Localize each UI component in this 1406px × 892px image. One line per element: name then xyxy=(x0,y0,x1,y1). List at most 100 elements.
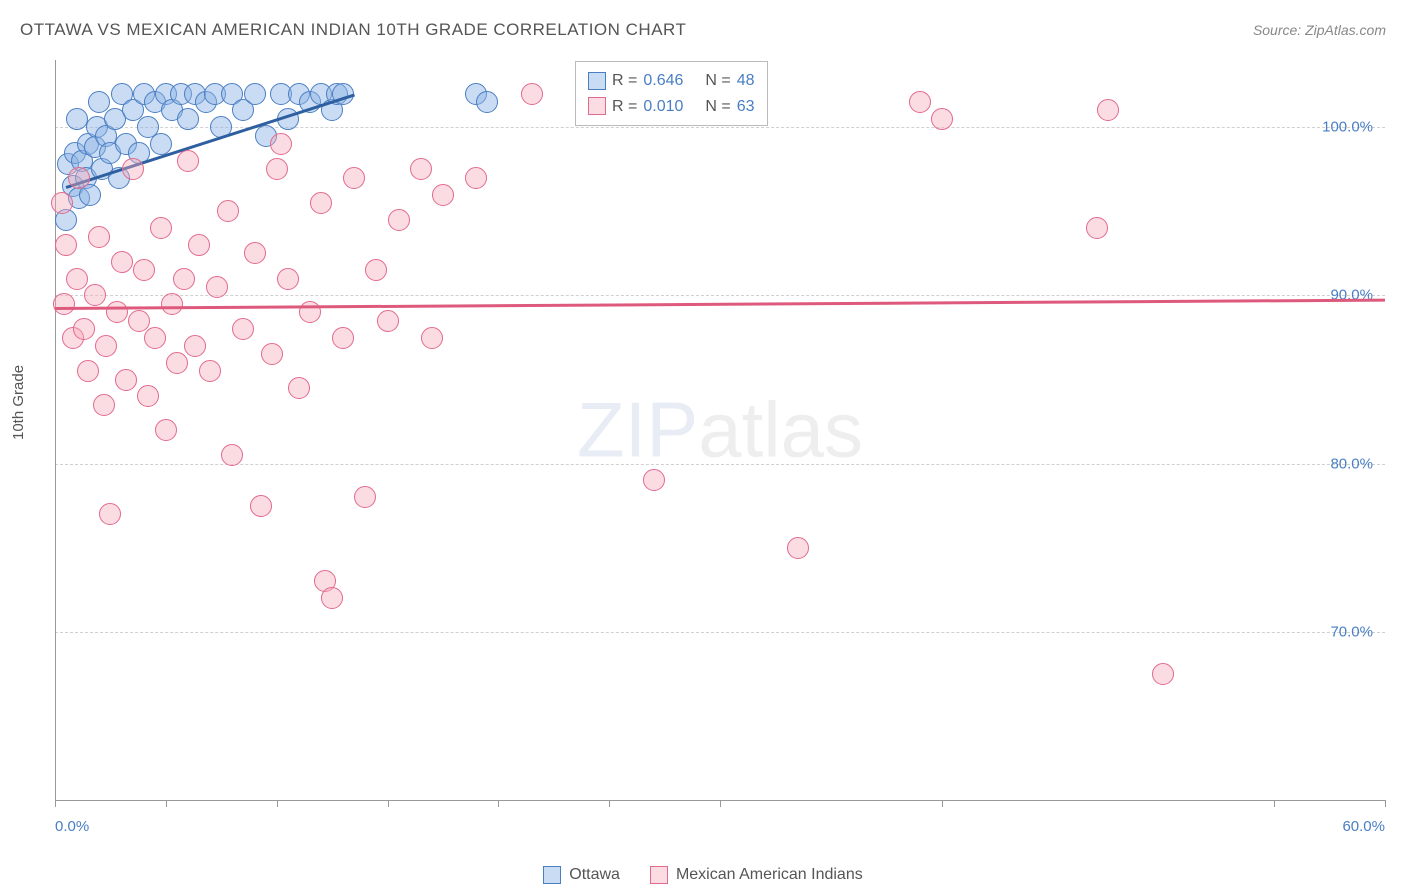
scatter-point xyxy=(173,268,195,290)
scatter-point xyxy=(95,335,117,357)
trend-line xyxy=(55,299,1385,310)
scatter-point xyxy=(84,284,106,306)
x-axis-end-label: 60.0% xyxy=(1342,818,1385,835)
y-tick-label: 100.0% xyxy=(1322,119,1373,136)
grid-line xyxy=(55,464,1385,465)
scatter-point xyxy=(787,537,809,559)
scatter-point xyxy=(388,209,410,231)
y-axis-line xyxy=(55,60,56,800)
scatter-point xyxy=(88,226,110,248)
x-tick xyxy=(720,800,721,807)
y-tick-label: 80.0% xyxy=(1330,455,1373,472)
legend-row: R =0.646 N = 48 xyxy=(588,68,755,94)
scatter-point xyxy=(261,343,283,365)
legend-bottom: Ottawa Mexican American Indians xyxy=(0,866,1406,884)
legend-r-label: R = xyxy=(612,68,637,94)
scatter-point xyxy=(244,242,266,264)
scatter-point xyxy=(465,167,487,189)
scatter-point xyxy=(150,217,172,239)
legend-r-label: R = xyxy=(612,94,637,120)
scatter-point xyxy=(476,91,498,113)
scatter-point xyxy=(354,486,376,508)
legend-n-value: 48 xyxy=(737,68,755,94)
legend-r-value: 0.646 xyxy=(643,68,683,94)
x-tick xyxy=(55,800,56,807)
legend-top-box: R =0.646 N = 48 R =0.010 N = 63 xyxy=(575,61,768,126)
scatter-point xyxy=(410,158,432,180)
scatter-point xyxy=(177,108,199,130)
watermark-bold: ZIP xyxy=(577,386,698,474)
chart-plot-area: ZIPatlas 70.0%80.0%90.0%100.0%R =0.646N … xyxy=(55,60,1385,800)
scatter-point xyxy=(1097,99,1119,121)
x-axis-start-label: 0.0% xyxy=(55,818,89,835)
scatter-point xyxy=(365,259,387,281)
legend-swatch-icon xyxy=(588,97,606,115)
scatter-point xyxy=(232,318,254,340)
scatter-point xyxy=(277,268,299,290)
scatter-point xyxy=(244,83,266,105)
scatter-point xyxy=(73,318,95,340)
scatter-point xyxy=(377,310,399,332)
scatter-point xyxy=(66,268,88,290)
scatter-point xyxy=(266,158,288,180)
x-tick xyxy=(388,800,389,807)
scatter-point xyxy=(288,377,310,399)
scatter-point xyxy=(421,327,443,349)
legend-series: Ottawa xyxy=(543,866,620,884)
scatter-point xyxy=(1086,217,1108,239)
scatter-point xyxy=(111,251,133,273)
scatter-point xyxy=(122,158,144,180)
legend-n-label: N = xyxy=(705,94,730,120)
scatter-point xyxy=(77,360,99,382)
scatter-point xyxy=(115,369,137,391)
scatter-point xyxy=(93,394,115,416)
chart-source: Source: ZipAtlas.com xyxy=(1253,22,1386,38)
scatter-point xyxy=(68,167,90,189)
x-tick xyxy=(166,800,167,807)
scatter-point xyxy=(161,293,183,315)
watermark: ZIPatlas xyxy=(577,385,863,476)
grid-line xyxy=(55,632,1385,633)
scatter-point xyxy=(155,419,177,441)
scatter-point xyxy=(144,327,166,349)
scatter-point xyxy=(343,167,365,189)
legend-row: R =0.010 N = 63 xyxy=(588,94,755,120)
legend-series-name: Mexican American Indians xyxy=(676,866,863,884)
scatter-point xyxy=(106,301,128,323)
x-tick xyxy=(277,800,278,807)
watermark-light: atlas xyxy=(698,386,863,474)
x-tick xyxy=(609,800,610,807)
legend-n-value: 63 xyxy=(737,94,755,120)
scatter-point xyxy=(166,352,188,374)
legend-n-label: N = xyxy=(705,68,730,94)
scatter-point xyxy=(51,192,73,214)
scatter-point xyxy=(909,91,931,113)
scatter-point xyxy=(270,133,292,155)
legend-r-value: 0.010 xyxy=(643,94,683,120)
x-tick xyxy=(942,800,943,807)
legend-swatch-icon xyxy=(588,72,606,90)
scatter-point xyxy=(250,495,272,517)
scatter-point xyxy=(432,184,454,206)
scatter-point xyxy=(217,200,239,222)
scatter-point xyxy=(643,469,665,491)
scatter-point xyxy=(931,108,953,130)
scatter-point xyxy=(188,234,210,256)
legend-series: Mexican American Indians xyxy=(650,866,863,884)
scatter-point xyxy=(99,503,121,525)
y-axis-label: 10th Grade xyxy=(10,365,27,440)
scatter-point xyxy=(177,150,199,172)
x-tick xyxy=(1385,800,1386,807)
grid-line xyxy=(55,295,1385,296)
scatter-point xyxy=(521,83,543,105)
legend-swatch-icon xyxy=(650,866,668,884)
x-tick xyxy=(1274,800,1275,807)
scatter-point xyxy=(206,276,228,298)
scatter-point xyxy=(1152,663,1174,685)
x-tick xyxy=(498,800,499,807)
scatter-point xyxy=(310,192,332,214)
legend-series-name: Ottawa xyxy=(569,866,620,884)
chart-header: OTTAWA VS MEXICAN AMERICAN INDIAN 10TH G… xyxy=(20,20,1386,40)
scatter-point xyxy=(137,385,159,407)
scatter-point xyxy=(55,234,77,256)
